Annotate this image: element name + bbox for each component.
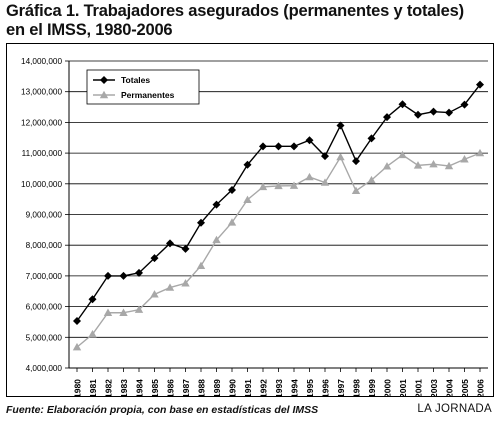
point-totales: [430, 108, 438, 116]
legend-label-permanentes: Permanentes: [121, 90, 175, 100]
xtick-label: 2003: [429, 379, 439, 396]
point-permanentes: [476, 149, 484, 156]
point-permanentes: [352, 187, 360, 194]
xtick-label: 1983: [119, 379, 129, 396]
series-line-totales: [77, 85, 480, 321]
xtick-label: 1985: [150, 379, 160, 396]
point-totales: [120, 272, 128, 280]
ytick-label: 5,000,000: [26, 333, 63, 342]
point-totales: [104, 272, 112, 280]
ytick-label: 6,000,000: [26, 303, 63, 312]
xtick-label: 1980: [73, 379, 83, 396]
ytick-label: 11,000,000: [22, 149, 63, 158]
ytick-label: 4,000,000: [26, 364, 63, 373]
chart-title-line-2: en el IMSS, 1980-2006: [6, 21, 496, 40]
xtick-label: 2005: [460, 379, 470, 396]
chart-title: Gráfica 1. Trabajadores asegurados (perm…: [6, 2, 496, 40]
chart-title-line-1: Gráfica 1. Trabajadores asegurados (perm…: [6, 2, 496, 21]
ytick-label: 12,000,000: [21, 118, 62, 127]
xtick-label: 1992: [259, 379, 269, 396]
ytick-label: 7,000,000: [26, 272, 63, 281]
ytick-label: 10,000,000: [21, 180, 62, 189]
source-note: Fuente: Elaboración propia, con base en …: [6, 404, 318, 416]
chart-frame: 4,000,000 5,000,000 6,000,000 7,000,000 8,00…: [6, 43, 494, 397]
xtick-label: 2004: [445, 379, 455, 396]
xtick-label: 2001: [414, 379, 424, 396]
xtick-label: 1999: [367, 379, 377, 396]
line-chart: 4,000,000 5,000,000 6,000,000 7,000,000 8,00…: [7, 44, 493, 396]
ytick-label: 9,000,000: [26, 211, 63, 220]
xtick-label: 1988: [197, 379, 207, 396]
xtick-label: 1991: [243, 379, 253, 396]
xtick-label: 1997: [336, 379, 346, 396]
ytick-label: 8,000,000: [26, 241, 63, 250]
xtick-label: 1996: [321, 379, 331, 396]
point-permanentes: [197, 262, 205, 269]
xtick-label: 1986: [166, 379, 176, 396]
xtick-label: 2000: [383, 379, 393, 396]
xtick-label: 1990: [228, 379, 238, 396]
xtick-label: 1984: [135, 379, 145, 396]
xtick-label: 2006: [476, 379, 486, 396]
point-totales: [182, 245, 190, 253]
point-totales: [290, 142, 298, 150]
point-permanentes: [398, 151, 406, 158]
xtick-label: 1994: [290, 379, 300, 396]
point-totales: [352, 157, 360, 165]
ytick-label: 14,000,000: [21, 57, 62, 66]
point-permanentes: [336, 153, 344, 160]
point-permanentes: [383, 162, 391, 169]
xtick-label: 1989: [212, 379, 222, 396]
xtick-label: 1982: [104, 379, 114, 396]
point-totales: [445, 109, 453, 117]
xtick-label: 1998: [352, 379, 362, 396]
point-permanentes: [305, 173, 313, 180]
xtick-label: 1993: [274, 379, 284, 396]
xtick-label: 1981: [88, 379, 98, 396]
ytick-label: 13,000,000: [21, 88, 62, 97]
point-totales: [414, 111, 422, 119]
point-permanentes: [429, 160, 437, 167]
xtick-label: 2001: [398, 379, 408, 396]
point-permanentes: [150, 290, 158, 297]
point-totales: [275, 142, 283, 150]
legend-label-totales: Totales: [121, 75, 150, 85]
xtick-label: 1995: [305, 379, 315, 396]
outlet-credit: LA JORNADA: [417, 403, 492, 415]
xtick-label: 1987: [181, 379, 191, 396]
